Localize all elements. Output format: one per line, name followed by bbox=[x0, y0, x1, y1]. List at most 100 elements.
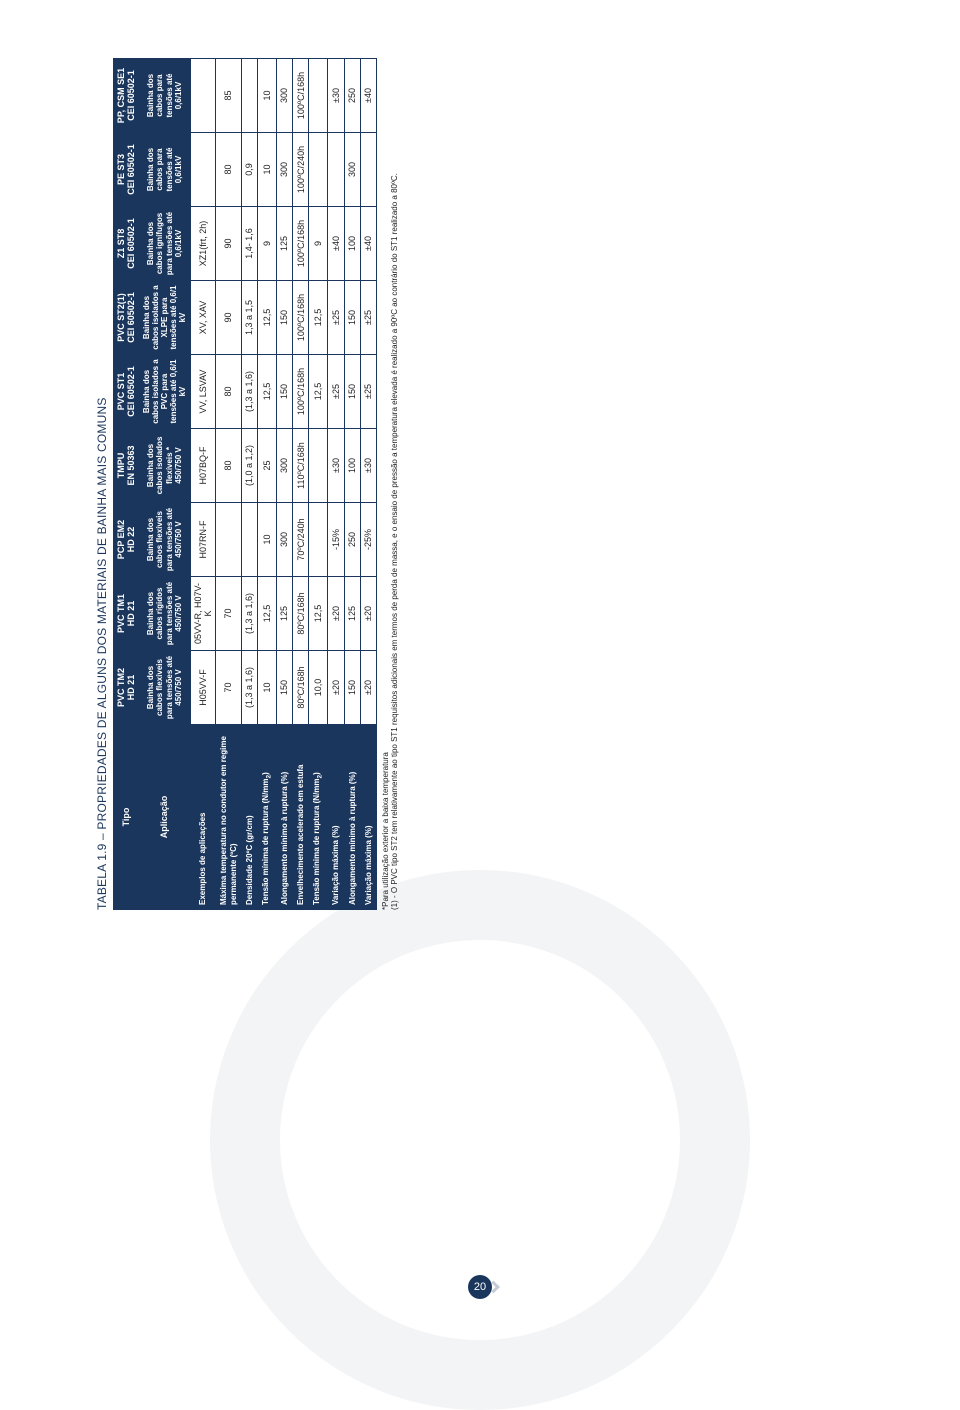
cell-3-7: 10 bbox=[257, 133, 276, 207]
cell-6-0: 10,0 bbox=[309, 651, 328, 725]
cell-3-1: 12,5 bbox=[257, 577, 276, 651]
cell-5-2: 70ºC/240h bbox=[293, 503, 309, 577]
cell-0-8 bbox=[190, 59, 216, 133]
cell-4-7: 300 bbox=[276, 133, 292, 207]
cell-4-5: 150 bbox=[276, 281, 292, 355]
cell-0-0: H05VV-F bbox=[190, 651, 216, 725]
footnote-2: (1) - O PVC tipo ST2 tem relativamente a… bbox=[390, 60, 399, 910]
cell-4-0: 150 bbox=[276, 651, 292, 725]
cell-7-4: ±25 bbox=[328, 355, 344, 429]
cell-1-8: 85 bbox=[216, 59, 241, 133]
col-app-8: Bainha dos cabos para tensões até 0,6/1k… bbox=[139, 59, 190, 133]
cell-5-4: 100ºC/168h bbox=[293, 355, 309, 429]
cell-9-1: ±20 bbox=[360, 577, 376, 651]
cell-6-7 bbox=[309, 133, 328, 207]
page-number: 20 bbox=[474, 1281, 486, 1293]
cell-0-5: XV, XAV bbox=[190, 281, 216, 355]
cell-9-7 bbox=[360, 133, 376, 207]
table-row: Tensão mínima de ruptura (N/mm2)1012,510… bbox=[257, 59, 276, 910]
col-head-5: PVC ST2(1)CEI 60502-1 bbox=[114, 281, 140, 355]
table-row: Máxima temperatura no condutor em regime… bbox=[216, 59, 241, 910]
page-number-badge: 20 bbox=[468, 1275, 492, 1299]
cell-3-5: 12,5 bbox=[257, 281, 276, 355]
col-head-1: PVC TM1HD 21 bbox=[114, 577, 140, 651]
cell-7-1: ±20 bbox=[328, 577, 344, 651]
header-app: Aplicação bbox=[139, 725, 190, 910]
table-row: Tensão mínima de ruptura (N/mm2)10,012,5… bbox=[309, 59, 328, 910]
cell-2-2 bbox=[241, 503, 257, 577]
cell-9-6: ±40 bbox=[360, 207, 376, 281]
cell-7-2: -15% bbox=[328, 503, 344, 577]
cell-8-5: 150 bbox=[344, 281, 360, 355]
cell-2-5: 1,3 a 1,5 bbox=[241, 281, 257, 355]
table-row: Alongamento mínimo à ruptura (%)15012525… bbox=[344, 59, 360, 910]
row-label-8: Alongamento mínimo à ruptura (%) bbox=[344, 725, 360, 910]
cell-1-5: 90 bbox=[216, 281, 241, 355]
cell-6-2 bbox=[309, 503, 328, 577]
cell-5-7: 100ºC/240h bbox=[293, 133, 309, 207]
cell-2-1: (1,3 a 1,6) bbox=[241, 577, 257, 651]
cell-7-0: ±20 bbox=[328, 651, 344, 725]
watermark-circle bbox=[210, 870, 750, 1410]
table-row: Variação máxima (%)±20±20-15%±30±25±25±4… bbox=[328, 59, 344, 910]
table-row: Alongamento mínimo à ruptura (%)15012530… bbox=[276, 59, 292, 910]
properties-table: TipoPVC TM2HD 21PVC TM1HD 21PCP EM2HD 22… bbox=[113, 58, 377, 910]
cell-4-3: 300 bbox=[276, 429, 292, 503]
col-head-3: TMPUEN 50363 bbox=[114, 429, 140, 503]
cell-8-8: 250 bbox=[344, 59, 360, 133]
col-app-3: Bainha dos cabos isolados flexíveis * 45… bbox=[139, 429, 190, 503]
cell-3-0: 10 bbox=[257, 651, 276, 725]
col-head-6: Z1 ST8CEI 60502-1 bbox=[114, 207, 140, 281]
col-app-2: Bainha dos cabos flexíveis para tensões … bbox=[139, 503, 190, 577]
cell-8-3: 100 bbox=[344, 429, 360, 503]
cell-6-5: 12,5 bbox=[309, 281, 328, 355]
row-label-1: Máxima temperatura no condutor em regime… bbox=[216, 725, 241, 910]
cell-5-3: 110ºC/168h bbox=[293, 429, 309, 503]
table-title: TABELA 1.9 – PROPRIEDADES DE ALGUNS DOS … bbox=[95, 60, 109, 910]
cell-0-4: VV, LSVAV bbox=[190, 355, 216, 429]
cell-7-7 bbox=[328, 133, 344, 207]
cell-6-1: 12,5 bbox=[309, 577, 328, 651]
col-head-0: PVC TM2HD 21 bbox=[114, 651, 140, 725]
cell-8-7: 300 bbox=[344, 133, 360, 207]
col-app-6: Bainha dos cabos ignífugos para tensões … bbox=[139, 207, 190, 281]
cell-5-8: 100ºC/168h bbox=[293, 59, 309, 133]
cell-9-5: ±25 bbox=[360, 281, 376, 355]
footnotes: *Para utilização exterior a baixa temper… bbox=[381, 60, 399, 910]
cell-8-2: 250 bbox=[344, 503, 360, 577]
cell-1-6: 90 bbox=[216, 207, 241, 281]
table-row: Envelhecimento acelerado em estufa80ºC/1… bbox=[293, 59, 309, 910]
col-head-8: PP, CSM SE1CEI 60502-1 bbox=[114, 59, 140, 133]
cell-9-0: ±20 bbox=[360, 651, 376, 725]
header-tipo: Tipo bbox=[114, 725, 140, 910]
cell-3-8: 10 bbox=[257, 59, 276, 133]
row-label-4: Alongamento mínimo à ruptura (%) bbox=[276, 725, 292, 910]
cell-1-2 bbox=[216, 503, 241, 577]
cell-1-4: 80 bbox=[216, 355, 241, 429]
col-app-7: Bainha dos cabos para tensões até 0,6/1k… bbox=[139, 133, 190, 207]
cell-4-8: 300 bbox=[276, 59, 292, 133]
cell-1-1: 70 bbox=[216, 577, 241, 651]
cell-4-4: 150 bbox=[276, 355, 292, 429]
cell-8-4: 150 bbox=[344, 355, 360, 429]
cell-6-8 bbox=[309, 59, 328, 133]
cell-9-8: ±40 bbox=[360, 59, 376, 133]
cell-6-4: 12,5 bbox=[309, 355, 328, 429]
cell-0-2: H07RN-F bbox=[190, 503, 216, 577]
row-label-3: Tensão mínima de ruptura (N/mm2) bbox=[257, 725, 276, 910]
cell-9-2: -25% bbox=[360, 503, 376, 577]
cell-9-4: ±25 bbox=[360, 355, 376, 429]
cell-3-6: 9 bbox=[257, 207, 276, 281]
cell-3-4: 12,5 bbox=[257, 355, 276, 429]
cell-0-7 bbox=[190, 133, 216, 207]
col-head-4: PVC ST1CEI 60502-1 bbox=[114, 355, 140, 429]
cell-7-5: ±25 bbox=[328, 281, 344, 355]
cell-5-0: 80ºC/168h bbox=[293, 651, 309, 725]
cell-4-2: 300 bbox=[276, 503, 292, 577]
cell-4-6: 125 bbox=[276, 207, 292, 281]
cell-2-6: 1,4- 1,6 bbox=[241, 207, 257, 281]
cell-8-0: 150 bbox=[344, 651, 360, 725]
cell-8-6: 100 bbox=[344, 207, 360, 281]
cell-2-8 bbox=[241, 59, 257, 133]
cell-2-7: 0,9 bbox=[241, 133, 257, 207]
